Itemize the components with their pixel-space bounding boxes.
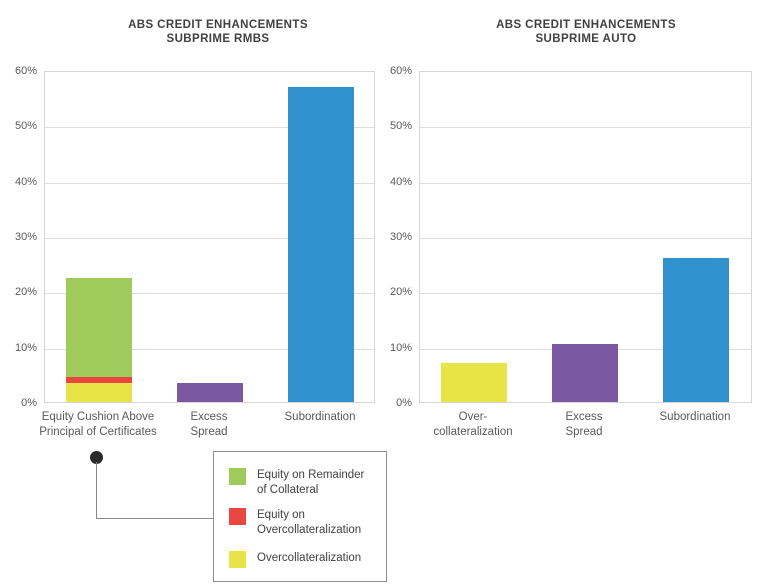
gridline-40 bbox=[45, 182, 374, 184]
bar-segment-subordination bbox=[663, 258, 729, 402]
y-tick-label-30: 30% bbox=[14, 231, 37, 243]
legend-swatch-icon bbox=[229, 508, 246, 525]
chart2-title-line1: ABS CREDIT ENHANCEMENTS bbox=[496, 19, 676, 31]
x-category-label: Subordination bbox=[605, 410, 768, 425]
y-tick-label-10: 10% bbox=[14, 341, 37, 354]
bar-subordination bbox=[663, 258, 729, 402]
x-category-label: Excess Spread bbox=[494, 410, 674, 439]
gridline-40 bbox=[420, 182, 751, 184]
x-label-line: Subordination bbox=[659, 411, 731, 423]
y-tick-label-40: 40% bbox=[14, 175, 37, 188]
y-tick-label-50: 50% bbox=[14, 120, 37, 133]
x-label-line: Spread bbox=[190, 425, 228, 438]
y-tick-label-60: 60% bbox=[14, 65, 37, 77]
bar-overcollateralization bbox=[441, 363, 507, 402]
bar-segment-subordination bbox=[288, 86, 354, 402]
gridline-50 bbox=[420, 127, 751, 129]
legend-callout-horizontal-line bbox=[96, 518, 213, 519]
y-tick-label-20: 20% bbox=[389, 286, 412, 299]
bar-segment-excess-spread bbox=[177, 382, 243, 402]
x-category-label: Equity Cushion Above Principal of Certifi… bbox=[8, 410, 188, 439]
legend-item-equity-on-remainder-of-collateral: Equity on Remainder of Collateral bbox=[229, 468, 364, 498]
x-label-line: Principal of Certificates bbox=[39, 425, 157, 438]
chart1-title: ABS CREDIT ENHANCEMENTS SUBPRIME RMBS bbox=[44, 18, 392, 46]
legend-item-overcollateralization: Overcollateralization bbox=[229, 551, 361, 568]
y-tick-label-0: 0% bbox=[21, 397, 37, 409]
bar-segment-excess-spread bbox=[552, 343, 618, 402]
chart1-plot-area bbox=[44, 71, 375, 403]
x-category-label: Excess Spread bbox=[119, 410, 299, 439]
legend-item-equity-on-overcollateralization: Equity on Overcollateralization bbox=[229, 508, 361, 538]
chart1-title-line2: SUBPRIME RMBS bbox=[166, 33, 270, 45]
y-tick-label-30: 30% bbox=[389, 231, 412, 243]
y-tick-label-10: 10% bbox=[389, 341, 412, 354]
x-label-line: Equity Cushion Above bbox=[41, 411, 155, 423]
legend-label-line: Overcollateralization bbox=[257, 524, 362, 536]
legend-swatch-icon bbox=[229, 551, 246, 568]
bar-segment-overcollateralization bbox=[441, 363, 507, 402]
y-tick-label-50: 50% bbox=[389, 120, 412, 133]
x-label-line: collateralization bbox=[433, 425, 513, 438]
x-label-line: Excess bbox=[565, 411, 603, 423]
x-category-label: Subordination bbox=[230, 410, 410, 425]
gridline-20 bbox=[420, 293, 751, 295]
legend-box: Equity on Remainder of Collateral Equity o… bbox=[213, 451, 387, 582]
gridline-10 bbox=[45, 348, 374, 350]
legend-label-line: Equity on bbox=[257, 509, 305, 521]
x-label-line: Spread bbox=[565, 425, 603, 438]
x-label-line: Subordination bbox=[284, 411, 356, 423]
legend-callout-dot bbox=[90, 451, 103, 464]
chart2-title-line2: SUBPRIME AUTO bbox=[535, 33, 637, 45]
legend-label-line: of Collateral bbox=[257, 484, 319, 496]
legend-label: Equity on Overcollateralization bbox=[257, 508, 361, 538]
y-tick-label-0: 0% bbox=[396, 397, 412, 409]
legend-swatch-icon bbox=[229, 468, 246, 485]
bar-excess-spread bbox=[177, 382, 243, 402]
legend-label-line: Equity on Remainder bbox=[257, 469, 365, 481]
chart2-title: ABS CREDIT ENHANCEMENTS SUBPRIME AUTO bbox=[419, 18, 753, 46]
gridline-50 bbox=[45, 127, 374, 129]
x-category-label: Over-collateralization bbox=[383, 410, 563, 439]
x-label-line: Excess bbox=[190, 411, 228, 423]
legend-callout-vertical-line bbox=[96, 462, 97, 519]
gridline-30 bbox=[45, 238, 374, 239]
legend-label: Overcollateralization bbox=[257, 551, 361, 566]
chart1-title-line1: ABS CREDIT ENHANCEMENTS bbox=[128, 19, 308, 31]
y-tick-label-20: 20% bbox=[14, 286, 37, 299]
bar-segment-equity-on-overcollateralization bbox=[66, 377, 132, 383]
gridline-30 bbox=[420, 238, 751, 239]
legend-label-line: Overcollateralization bbox=[257, 552, 362, 564]
y-tick-label-40: 40% bbox=[389, 175, 412, 188]
bar-excess-spread bbox=[552, 343, 618, 402]
bar-segment-equity-on-remainder-of-collateral bbox=[66, 277, 132, 378]
bar-equity-on-remainder-of-collateral bbox=[66, 277, 132, 402]
x-label-line: Over- bbox=[458, 411, 488, 423]
chart2-plot-area bbox=[419, 71, 752, 403]
gridline-20 bbox=[45, 293, 374, 295]
bar-segment-overcollateralization bbox=[66, 382, 132, 402]
bar-subordination bbox=[288, 86, 354, 402]
y-tick-label-60: 60% bbox=[389, 65, 412, 77]
legend-label: Equity on Remainder of Collateral bbox=[257, 468, 364, 498]
